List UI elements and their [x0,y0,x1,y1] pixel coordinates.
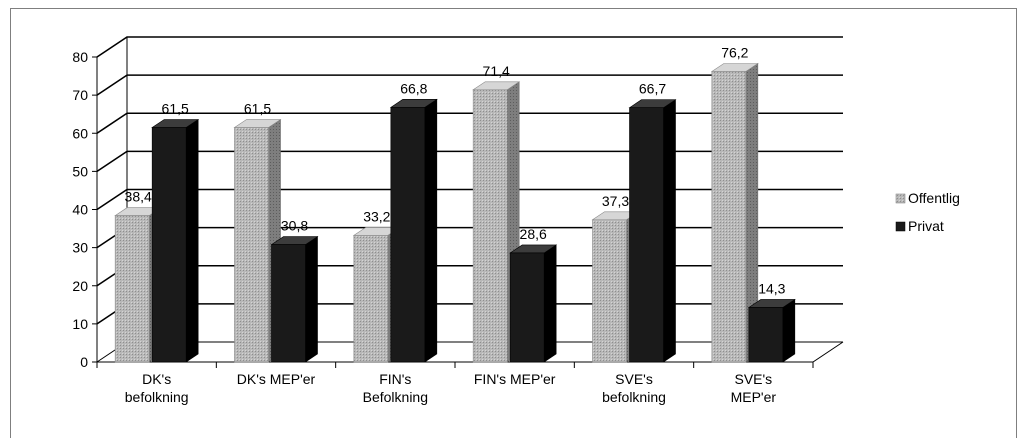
data-label: 14,3 [758,280,785,296]
bar-privat-5 [747,298,796,363]
data-label: 61,5 [244,101,271,117]
y-tick-label: 40 [72,202,88,218]
bar-privat-1 [270,236,319,363]
bar-privat-4-side [663,99,676,363]
y-tick-label: 30 [72,240,88,256]
bar-offentlig-5 [710,62,759,363]
data-label: 30,8 [281,218,308,234]
bar-privat-2-front [390,107,426,363]
bar-offentlig-0-front [114,215,150,363]
y-tick-label: 70 [72,87,88,103]
bar-privat-3-front [509,252,545,363]
axes: 0 10 20 30 40 50 60 70 80 DK's befolkning DK's MEP'… [72,37,844,405]
data-label: 71,4 [483,63,510,79]
y-tick-label: 20 [72,278,88,294]
bar-privat-4 [628,99,677,363]
bar-privat-2 [389,98,438,363]
legend: Offentlig Privat [895,190,960,234]
chart-frame [10,8,1017,438]
bar-offentlig-3-front [472,89,508,363]
bar-privat-0-front [151,127,187,363]
data-label: 66,7 [639,81,666,97]
legend-swatch-privat [895,221,906,232]
legend-swatch-offentlig [895,193,906,204]
y-tick-label: 80 [72,49,88,65]
legend-label-offentlig: Offentlig [908,190,960,206]
bar-offentlig-5-front [711,71,747,363]
bar-privat-1-side [305,236,318,363]
x-tick-label: DK's MEP'er [237,371,316,387]
x-tick-label: FIN's MEP'er [474,371,556,387]
y-tick-label: 50 [72,163,88,179]
data-label: 38,4 [125,189,152,205]
y-tick-label: 0 [80,354,88,370]
legend-label-privat: Privat [908,218,944,234]
data-label: 61,5 [162,101,189,117]
data-label: 66,8 [400,80,427,96]
x-tick-label: FIN's Befolkning [363,371,428,405]
bar-offentlig-3 [472,81,521,363]
x-tick-label: SVE's befolkning [602,371,666,405]
data-label: 28,6 [520,226,547,242]
bar-privat-4-front [629,107,664,363]
data-label: 37,3 [602,193,629,209]
bars [114,62,796,363]
bar-privat-1-front [271,244,306,363]
y-tick-label: 60 [72,125,88,141]
bar-privat-5-front [748,307,784,363]
bar-privat-3-side [543,244,557,363]
bar-offentlig-4-front [592,219,627,363]
bar-privat-3 [509,244,558,363]
data-label: 33,2 [363,208,390,224]
x-tick-label: SVE's MEP'er [731,371,777,405]
bar-privat-5-side [782,298,796,363]
bar-offentlig-2-front [353,235,389,363]
data-labels: 38,4 61,5 61,5 30,8 33,2 66,8 71,4 28,6 37,3 66,7… [125,44,786,296]
y-tick-label: 10 [72,316,88,332]
x-tick-label: DK's befolkning [125,371,189,405]
bar-offentlig-1-front [234,127,269,363]
bar-privat-0 [151,118,200,363]
data-label: 76,2 [721,44,748,60]
bar-privat-0-side [185,118,199,363]
bar-privat-2-side [424,98,438,363]
